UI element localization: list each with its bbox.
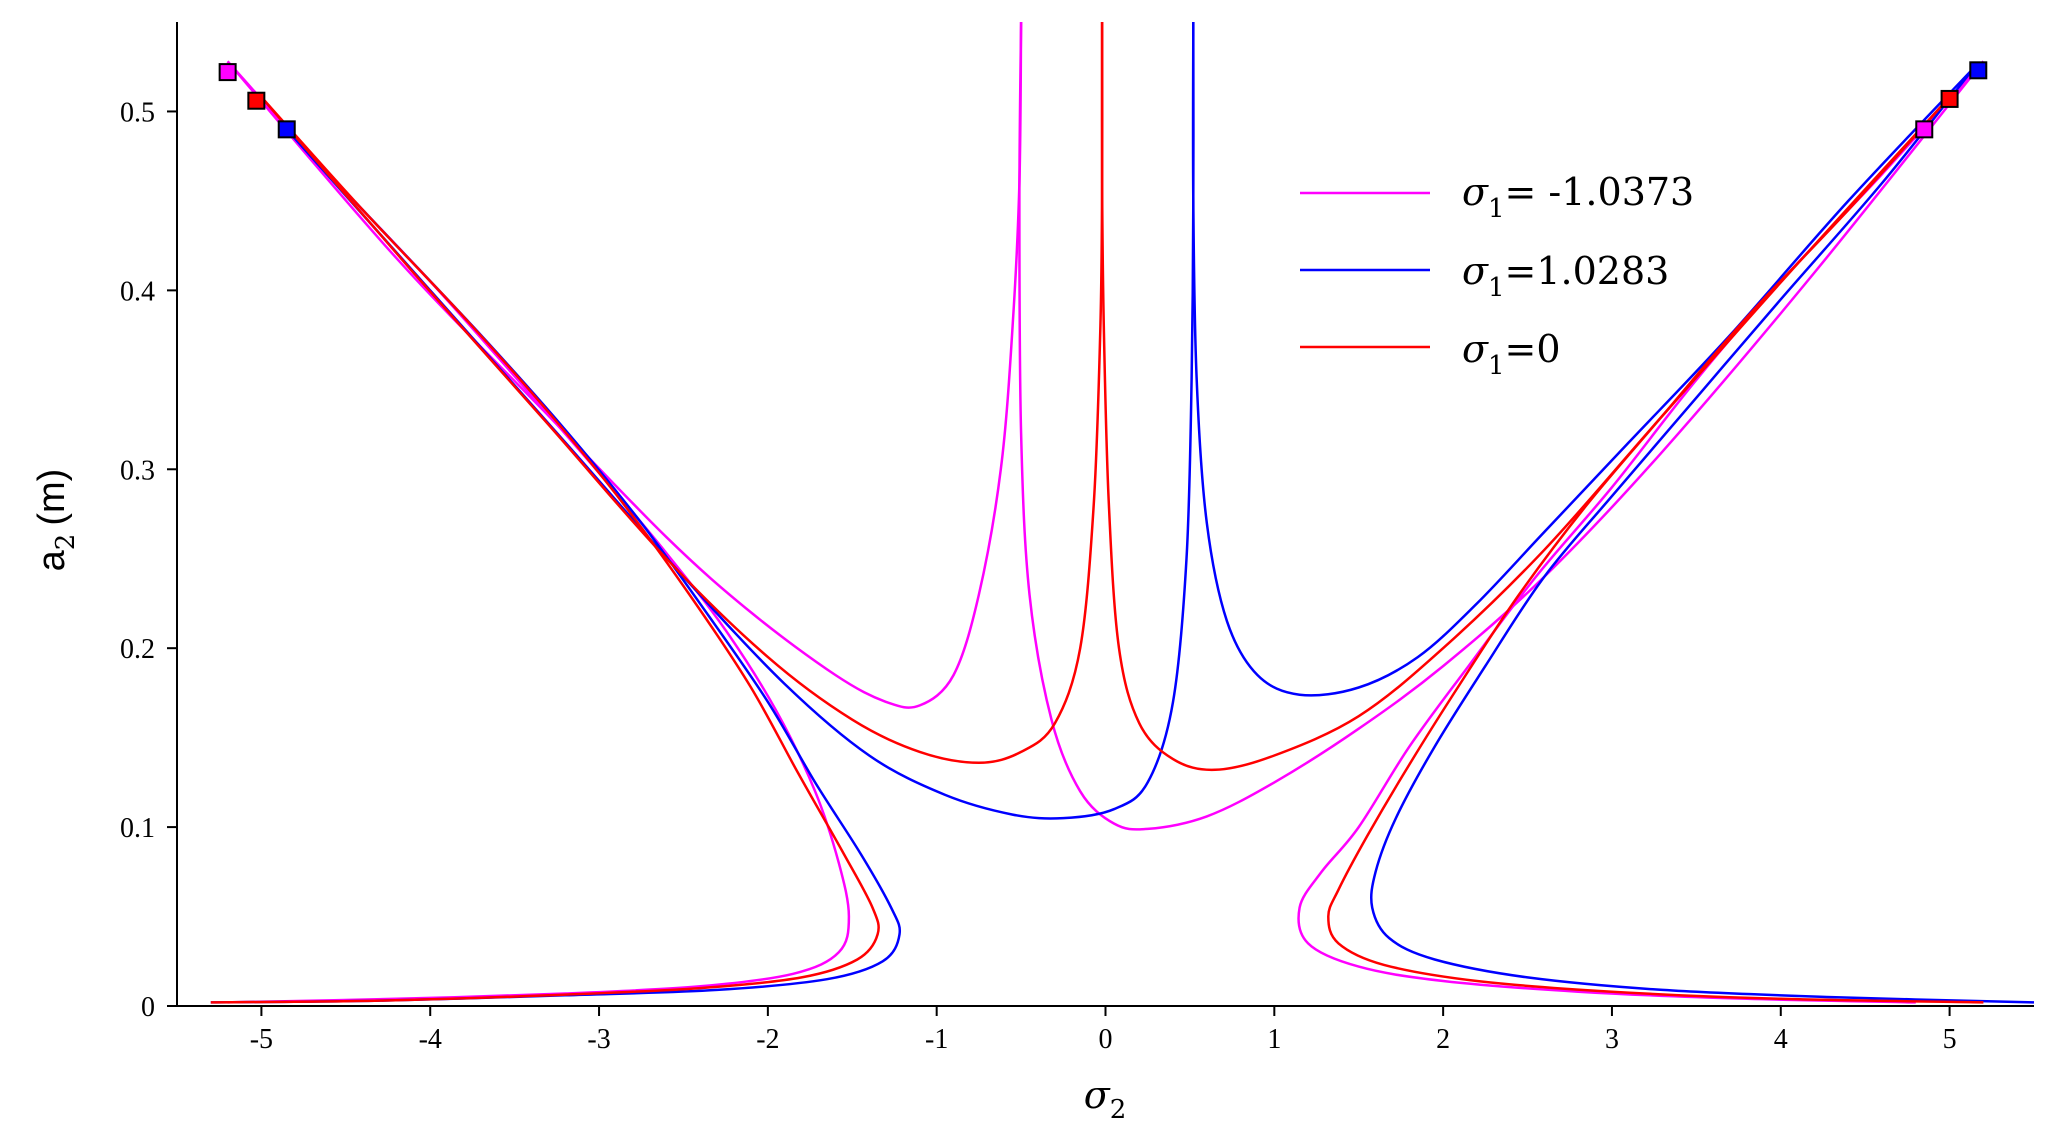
- endpoint-marker-3: [1915, 120, 1934, 139]
- y-ticks: 0 0.1 0.2 0.3 0.4 0.5: [120, 97, 177, 1023]
- marker-layer: [218, 61, 1988, 139]
- x-tick-label: -4: [419, 1024, 442, 1055]
- plot-area: [176, 22, 2034, 1007]
- y-tick-label: 0: [141, 992, 155, 1023]
- endpoint-marker-4: [1940, 89, 1959, 108]
- legend-text-1: σ1=1.0283: [1462, 249, 1669, 303]
- x-tick-label: 3: [1605, 1024, 1619, 1055]
- endpoint-marker-5: [1969, 61, 1988, 80]
- legend-text-2: σ1=0: [1462, 327, 1561, 381]
- x-tick-label: 0: [1099, 1024, 1113, 1055]
- x-tick-label: -2: [756, 1024, 779, 1055]
- x-tick-label: -1: [925, 1024, 948, 1055]
- series-2-inner-right-line: [1100, 21, 1951, 772]
- series-0-inner-right-line: [1018, 21, 1985, 831]
- endpoint-marker-2: [277, 120, 296, 139]
- series-0-outer-left-line: [226, 60, 851, 1004]
- endpoint-marker-1: [247, 91, 266, 110]
- series-0-inner-left-line: [226, 21, 1023, 709]
- series-1-outer-left-line: [210, 128, 902, 1004]
- x-tick-label: 4: [1774, 1024, 1788, 1055]
- series-2-outer-right-line: [1327, 96, 1984, 1004]
- legend-text-0: σ1= -1.0373: [1462, 170, 1694, 224]
- series-1-inner-left-line: [285, 21, 1195, 820]
- x-tick-label: 2: [1436, 1024, 1450, 1055]
- series-2-inner-left-line: [260, 21, 1104, 764]
- y-tick-label: 0.4: [120, 276, 155, 307]
- y-tick-label: 0.1: [120, 813, 155, 844]
- x-axis-label: σ2: [1084, 1073, 1127, 1125]
- x-ticks: -5 -4 -3 -2 -1 0 1 2 3 4 5: [250, 1006, 1957, 1055]
- series-1-outer-right-line: [1370, 65, 2035, 1004]
- y-tick-label: 0.2: [120, 634, 155, 665]
- y-tick-label: 0.5: [120, 97, 155, 128]
- y-axis-label: a2(m): [31, 469, 81, 572]
- legend: σ1= -1.0373 σ1=1.0283 σ1=0: [1300, 170, 1694, 381]
- series-layer: [210, 21, 2035, 1004]
- series-2-outer-left-line: [210, 96, 880, 1004]
- x-tick-label: 1: [1267, 1024, 1281, 1055]
- series-1-inner-right-line: [1191, 21, 1976, 697]
- x-tick-label: -5: [250, 1024, 273, 1055]
- x-tick-label: 5: [1943, 1024, 1957, 1055]
- x-tick-label: -3: [587, 1024, 610, 1055]
- endpoint-marker-0: [218, 63, 237, 82]
- y-tick-label: 0.3: [120, 455, 155, 486]
